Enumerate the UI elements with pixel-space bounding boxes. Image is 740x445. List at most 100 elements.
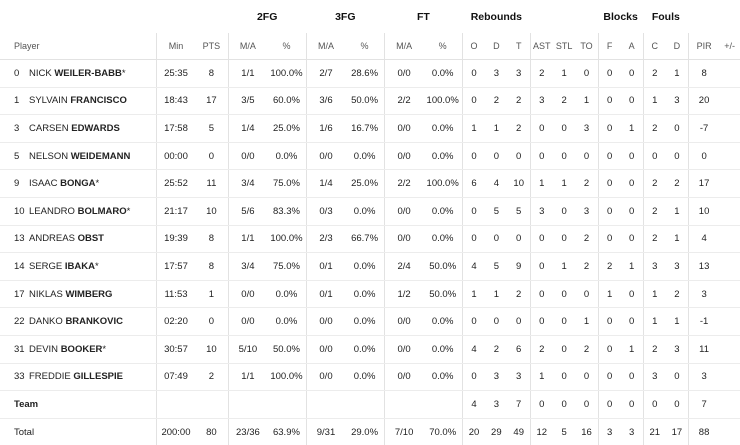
team-to: 0	[575, 391, 598, 419]
total-pts: 80	[195, 418, 228, 445]
cell-ft-pct: 50.0%	[423, 253, 462, 281]
cell-plus-minus	[719, 60, 740, 88]
cell-blk-f: 0	[598, 115, 621, 143]
cell-blk-f: 0	[598, 308, 621, 336]
col-stl[interactable]: STL	[553, 33, 576, 60]
cell-reb-t: 3	[508, 60, 531, 88]
col-ast[interactable]: AST	[530, 33, 553, 60]
cell-ft-pct: 0.0%	[423, 308, 462, 336]
cell-ast: 0	[530, 142, 553, 170]
starter-mark: *	[102, 344, 106, 355]
cell-pir: 13	[688, 253, 719, 281]
col-pts[interactable]: PTS	[195, 33, 228, 60]
cell-ast: 2	[530, 335, 553, 363]
cell-pts: 10	[195, 197, 228, 225]
cell-pir: -1	[688, 308, 719, 336]
col-3fg-pct[interactable]: %	[345, 33, 384, 60]
col-reb-d[interactable]: D	[485, 33, 508, 60]
cell-ast: 0	[530, 115, 553, 143]
cell-blk-a: 0	[621, 60, 644, 88]
cell-pts: 1	[195, 280, 228, 308]
cell-3fg-ma: 0/0	[306, 335, 345, 363]
cell-to: 1	[575, 308, 598, 336]
cell-foul-c: 3	[643, 253, 666, 281]
col-min[interactable]: Min	[156, 33, 195, 60]
col-2fg-ma[interactable]: M/A	[228, 33, 267, 60]
total-to: 16	[575, 418, 598, 445]
cell-2fg-ma: 1/4	[228, 115, 267, 143]
col-player[interactable]: Player	[0, 33, 156, 60]
player-first-name: FREDDIE	[29, 371, 71, 382]
col-to[interactable]: TO	[575, 33, 598, 60]
col-reb-t[interactable]: T	[508, 33, 531, 60]
cell-foul-c: 3	[643, 363, 666, 391]
col-blk-a[interactable]: A	[621, 33, 644, 60]
cell-3fg-pct: 0.0%	[345, 308, 384, 336]
cell-blk-a: 1	[621, 335, 644, 363]
col-3fg-ma[interactable]: M/A	[306, 33, 345, 60]
cell-pir: 8	[688, 60, 719, 88]
cell-pts: 17	[195, 87, 228, 115]
cell-reb-d: 1	[485, 280, 508, 308]
cell-plus-minus	[719, 253, 740, 281]
cell-ast: 0	[530, 253, 553, 281]
cell-foul-c: 1	[643, 280, 666, 308]
col-foul-d[interactable]: D	[666, 33, 689, 60]
player-number: 10	[14, 206, 26, 217]
col-ft-pct[interactable]: %	[423, 33, 462, 60]
cell-pts: 11	[195, 170, 228, 198]
cell-to: 0	[575, 363, 598, 391]
total-reb-t: 49	[508, 418, 531, 445]
col-plus-minus[interactable]: +/-	[719, 33, 740, 60]
cell-blk-f: 0	[598, 197, 621, 225]
cell-ft-pct: 100.0%	[423, 87, 462, 115]
group-empty	[0, 0, 228, 33]
group-2fg: 2FG	[228, 0, 306, 33]
cell-min: 17:58	[156, 115, 195, 143]
total-2fg-pct: 63.9%	[267, 418, 306, 445]
team-reb-d: 3	[485, 391, 508, 419]
col-blk-f[interactable]: F	[598, 33, 621, 60]
cell-plus-minus	[719, 280, 740, 308]
cell-stl: 1	[553, 170, 576, 198]
player-first-name: DANKO	[29, 316, 63, 327]
cell-plus-minus	[719, 335, 740, 363]
cell-2fg-ma: 0/0	[228, 280, 267, 308]
cell-2fg-ma: 0/0	[228, 142, 267, 170]
cell-reb-o: 4	[462, 253, 485, 281]
cell-blk-a: 0	[621, 170, 644, 198]
player-last-name: BOOKER	[61, 344, 103, 355]
cell-reb-o: 0	[462, 308, 485, 336]
cell-reb-d: 0	[485, 225, 508, 253]
cell-3fg-ma: 0/0	[306, 308, 345, 336]
col-2fg-pct[interactable]: %	[267, 33, 306, 60]
cell-foul-c: 2	[643, 225, 666, 253]
player-first-name: NICK	[29, 68, 52, 79]
cell-3fg-ma: 1/4	[306, 170, 345, 198]
player-number: 3	[14, 123, 26, 134]
cell-stl: 0	[553, 115, 576, 143]
total-ft-ma: 7/10	[384, 418, 423, 445]
col-reb-o[interactable]: O	[462, 33, 485, 60]
col-ft-ma[interactable]: M/A	[384, 33, 423, 60]
col-foul-c[interactable]: C	[643, 33, 666, 60]
player-first-name: DEVIN	[29, 344, 58, 355]
col-pir[interactable]: PIR	[688, 33, 719, 60]
player-number: 31	[14, 344, 26, 355]
